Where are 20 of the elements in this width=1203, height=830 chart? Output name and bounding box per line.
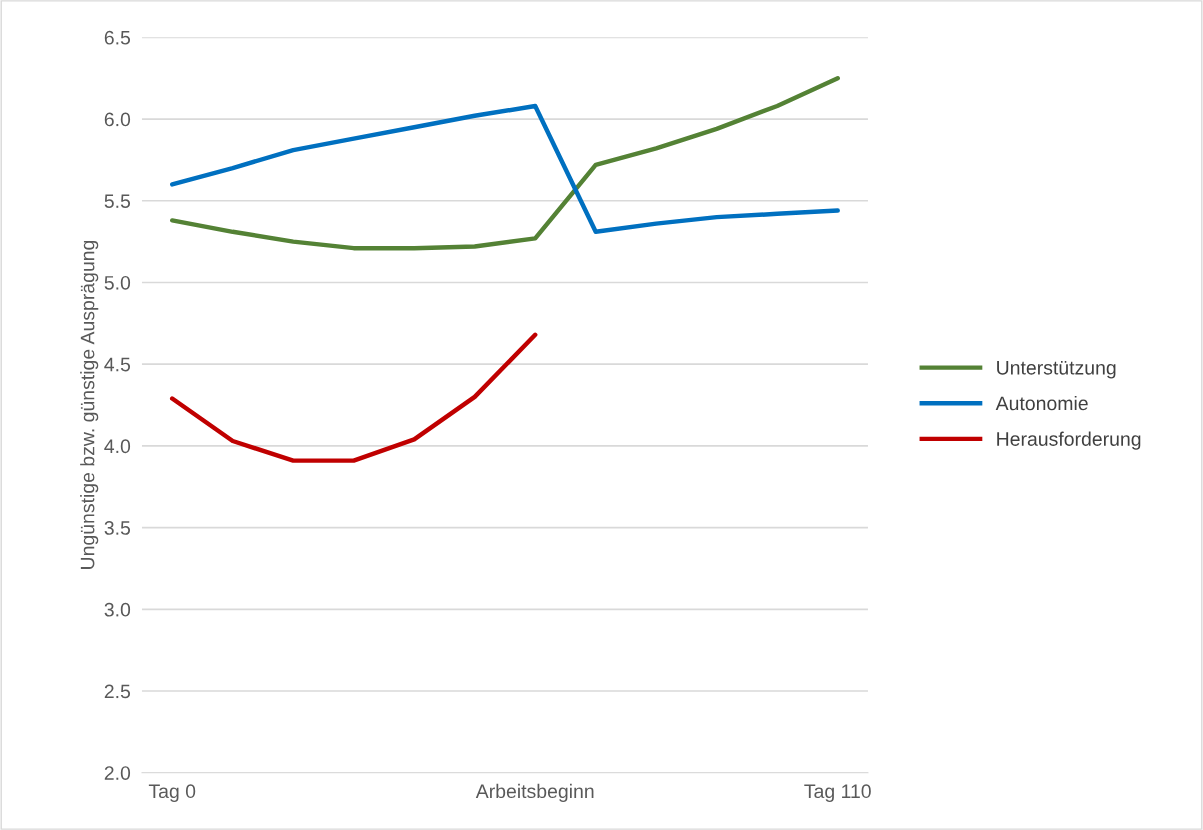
line-series — [169, 75, 840, 251]
legend-label: Autonomie — [995, 395, 1088, 411]
y-tick-label: 2.0 — [104, 766, 131, 780]
y-tick-label: 3.0 — [104, 602, 131, 617]
legend-label: Unterstützung — [997, 361, 1116, 379]
y-tick-label: 4.5 — [104, 357, 131, 372]
y-tick-label: 5.5 — [104, 194, 131, 208]
x-tick-label: Tag 0 — [148, 784, 196, 802]
y-tick-label: 5.0 — [104, 275, 131, 290]
y-tick-label: 4.0 — [104, 439, 131, 454]
y-tick-label: 2.5 — [104, 684, 131, 699]
y-tick-label: 6.5 — [104, 30, 131, 45]
y-tick-label: 6.0 — [104, 112, 131, 127]
line-series — [169, 103, 840, 235]
x-tick-label: Tag 110 — [804, 784, 871, 802]
legend-label: Herausforderung — [997, 431, 1141, 450]
y-axis-title: Ungünstige bzw. günstige Ausprägung — [80, 240, 99, 569]
x-tick-label: Arbeitsbeginn — [475, 783, 594, 802]
y-tick-label: 3.5 — [104, 521, 131, 535]
line-series — [169, 332, 538, 463]
